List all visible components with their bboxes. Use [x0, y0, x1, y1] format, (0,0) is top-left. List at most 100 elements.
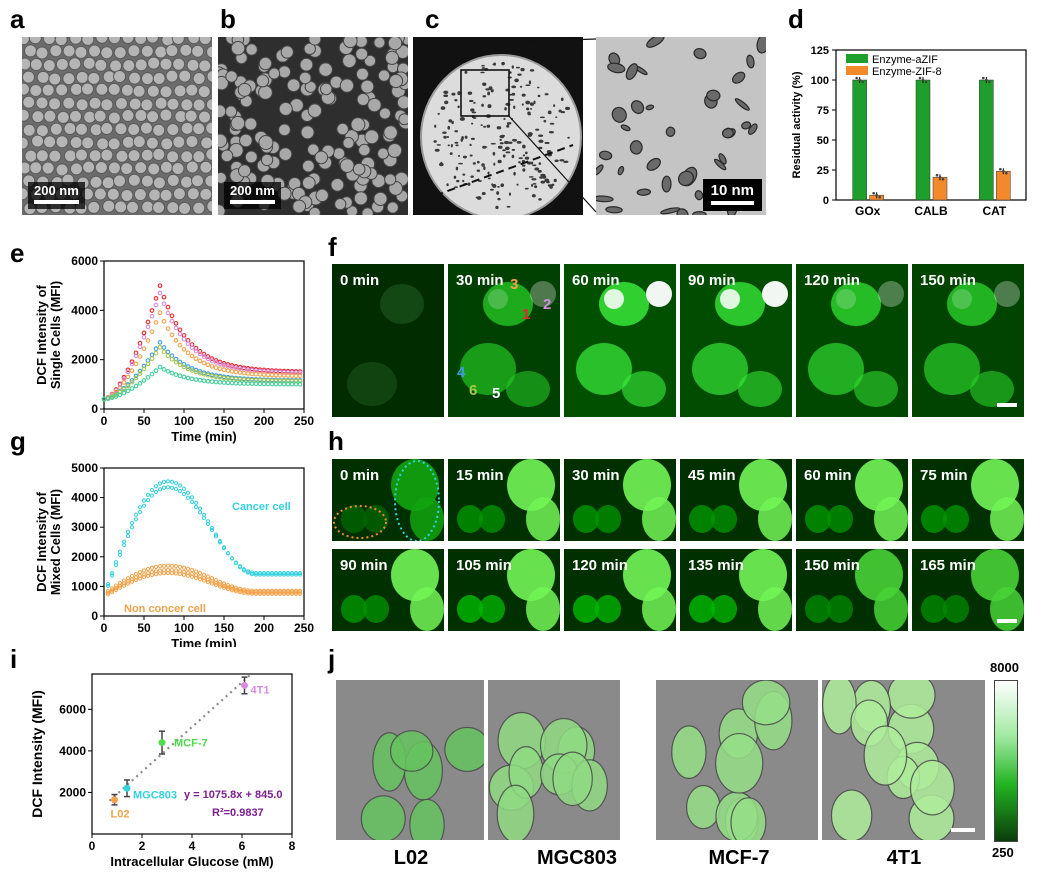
data-point [253, 590, 259, 595]
nanoparticle [94, 160, 108, 174]
time-label: 30 min [572, 467, 620, 484]
nanoparticle [41, 83, 55, 97]
pore [529, 108, 533, 110]
data-point [113, 387, 119, 393]
time-label: 60 min [572, 272, 620, 289]
pore [473, 101, 476, 104]
nanoparticle [127, 44, 141, 58]
nanoparticle [29, 83, 43, 97]
data-point [197, 510, 203, 515]
data-point [221, 375, 227, 381]
panel-label-d: d [788, 4, 804, 34]
data-point [281, 572, 287, 577]
nanoparticle [185, 160, 199, 174]
nanoparticle [258, 56, 273, 71]
cell [496, 784, 535, 840]
nanoparticle [387, 142, 403, 158]
pore [458, 162, 463, 165]
nanoparticle [192, 98, 206, 112]
data-point [193, 575, 199, 580]
data-point [149, 572, 155, 577]
pore [459, 117, 465, 121]
cell [943, 595, 969, 623]
data-point [253, 381, 259, 387]
nanoparticle [180, 121, 194, 135]
pore [491, 183, 494, 186]
data-point [157, 290, 163, 296]
data-point [173, 338, 179, 343]
data-point [273, 590, 279, 595]
data-point [169, 479, 175, 484]
pore [482, 82, 487, 86]
cell [526, 497, 560, 541]
data-point [169, 356, 175, 362]
y-tick-label: 1000 [71, 579, 98, 593]
pore [555, 116, 558, 118]
nanoparticle [68, 57, 82, 71]
cell [410, 587, 444, 631]
pore [530, 161, 534, 165]
pore [481, 163, 485, 167]
pore [481, 64, 485, 67]
data-point [249, 570, 255, 575]
data-point [177, 483, 183, 488]
nanoparticle [339, 78, 355, 93]
data-point [165, 326, 171, 331]
scale-bar [997, 403, 1017, 407]
data-dot [878, 195, 881, 199]
data-point [141, 366, 147, 372]
nanoparticle [134, 58, 148, 72]
nanoparticle [154, 96, 168, 110]
data-point [193, 356, 199, 362]
cell [341, 595, 367, 623]
pore [540, 180, 546, 184]
nanoparticle [304, 80, 317, 93]
fluorescence-tile: 75 min [912, 459, 1024, 541]
data-point [229, 380, 235, 386]
data-point [261, 381, 267, 387]
data-point [133, 512, 139, 517]
nanoparticle [373, 191, 388, 206]
pore [511, 148, 516, 151]
data-point [157, 564, 163, 569]
pore [537, 94, 541, 98]
data-dot [982, 76, 985, 80]
fluorescence-series-h: 0 min 15 min 30 min 45 min 60 min 75 min 90 mi… [332, 459, 1027, 631]
data-point [265, 570, 271, 576]
pore [518, 157, 523, 160]
cell [715, 732, 764, 794]
scale-bar-a: 200 nm [28, 182, 85, 209]
fluorescence-tile: 30 min [448, 264, 560, 417]
point-label: 4T1 [251, 684, 270, 696]
data-point [253, 572, 259, 577]
data-point [249, 571, 255, 577]
data-point [293, 373, 299, 379]
nanoparticle [121, 135, 135, 149]
data-point [181, 364, 187, 370]
nanoparticle [318, 62, 333, 77]
data-point [181, 336, 187, 342]
nanoparticle [384, 173, 397, 186]
data-point [269, 372, 275, 378]
nanoparticle [396, 95, 408, 110]
data-point [257, 590, 263, 595]
data-point [169, 563, 175, 568]
data-point [189, 376, 195, 382]
point-label: L02 [111, 809, 130, 821]
data-point [189, 353, 195, 359]
nanoparticle [286, 78, 301, 93]
pore [665, 126, 676, 137]
data-point [241, 589, 247, 594]
y-tick-label: 2000 [71, 550, 98, 564]
scale-bar [997, 619, 1017, 623]
nanoparticle [308, 37, 322, 46]
nanoparticle [220, 149, 234, 163]
data-point [177, 564, 183, 569]
data-point [129, 577, 135, 582]
x-tick-label: 200 [254, 414, 274, 428]
time-label: 45 min [688, 467, 736, 484]
data-point [117, 580, 123, 586]
pore [544, 93, 549, 96]
data-point [201, 512, 207, 517]
pore [567, 136, 570, 139]
